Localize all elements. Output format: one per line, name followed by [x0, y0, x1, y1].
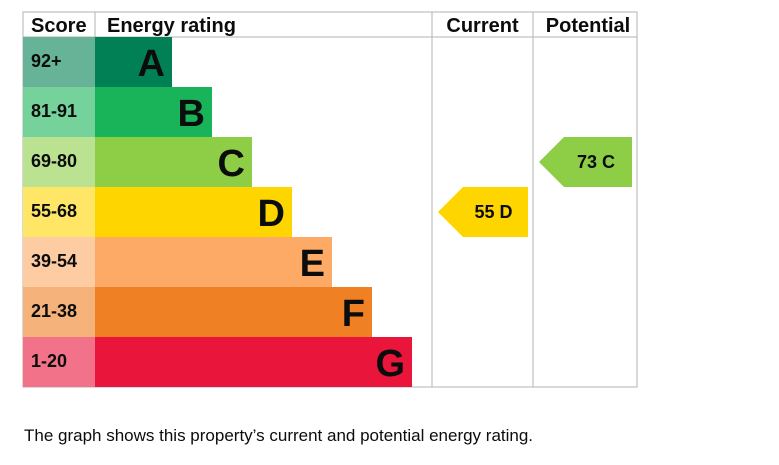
band-letter-b: B: [178, 93, 205, 135]
band-letter-g: G: [375, 343, 405, 385]
band-letter-a: A: [138, 43, 165, 85]
score-cell-c: [23, 137, 95, 187]
band-letter-c: C: [218, 143, 245, 185]
score-label-b: 81-91: [31, 101, 77, 121]
header-potential: Potential: [546, 15, 630, 37]
score-label-g: 1-20: [31, 351, 67, 371]
score-cell-b: [23, 87, 95, 137]
potential-indicator-arrow: [539, 137, 632, 187]
band-bar-f: [95, 287, 372, 337]
band-letter-f: F: [342, 293, 365, 335]
column-headers: Score Energy rating Current Potential: [31, 15, 630, 37]
score-label-a: 92+: [31, 51, 62, 71]
header-current: Current: [446, 15, 519, 37]
score-cell-a: [23, 37, 95, 87]
header-energy-rating: Energy rating: [107, 15, 236, 37]
score-cell-e: [23, 237, 95, 287]
rating-indicators: 55 D 73 C: [438, 137, 632, 237]
band-bar-b: [95, 87, 212, 137]
header-score: Score: [31, 15, 87, 37]
band-letter-d: D: [258, 193, 285, 235]
band-bar-c: [95, 137, 252, 187]
score-cell-d: [23, 187, 95, 237]
score-cell-g: [23, 337, 95, 387]
rating-bands: 92+ A 81-91 B 69-80 C 55-68 D 39-54 E 21-38 F 1-20 G: [23, 37, 412, 387]
band-bar-e: [95, 237, 332, 287]
band-bar-g: [95, 337, 412, 387]
score-label-f: 21-38: [31, 301, 77, 321]
score-cell-f: [23, 287, 95, 337]
band-letter-e: E: [300, 243, 325, 285]
current-indicator-arrow: [438, 187, 528, 237]
energy-rating-chart: Score Energy rating Current Potential 92…: [22, 11, 638, 388]
potential-indicator-label: 73 C: [577, 152, 615, 172]
current-indicator-label: 55 D: [474, 202, 512, 222]
score-label-c: 69-80: [31, 151, 77, 171]
chart-caption: The graph shows this property’s current …: [24, 426, 534, 445]
band-bar-a: [95, 37, 172, 87]
band-bar-d: [95, 187, 292, 237]
score-label-d: 55-68: [31, 201, 77, 221]
score-label-e: 39-54: [31, 251, 77, 271]
